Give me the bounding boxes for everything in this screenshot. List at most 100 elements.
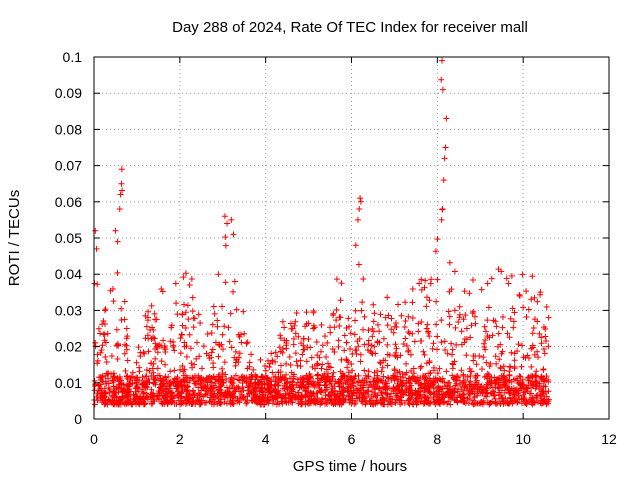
data-point	[354, 338, 361, 345]
data-point	[270, 396, 277, 403]
data-point	[451, 307, 458, 314]
data-point	[152, 345, 159, 352]
data-point	[495, 376, 502, 383]
data-point	[430, 396, 437, 403]
data-point	[520, 389, 527, 396]
data-point	[415, 328, 422, 335]
data-point	[322, 392, 329, 399]
data-point	[468, 368, 475, 375]
data-point	[310, 308, 317, 315]
data-point	[212, 380, 219, 387]
data-point	[340, 399, 347, 406]
data-point	[274, 398, 281, 405]
data-point	[304, 392, 311, 399]
data-point	[121, 341, 128, 348]
data-point	[516, 372, 523, 379]
data-point	[258, 376, 265, 383]
data-point	[537, 384, 544, 391]
data-point	[248, 351, 255, 358]
data-point	[318, 365, 325, 372]
data-point	[175, 381, 182, 388]
data-point	[124, 399, 131, 406]
data-point	[377, 396, 384, 403]
data-point	[195, 390, 202, 397]
data-point	[519, 376, 526, 383]
axis-ticks	[93, 56, 610, 420]
data-point	[222, 233, 229, 240]
data-point	[281, 324, 288, 331]
data-point	[93, 393, 100, 400]
data-point	[384, 341, 391, 348]
data-point	[423, 377, 430, 384]
data-point	[518, 395, 525, 402]
data-point	[307, 389, 314, 396]
data-point	[202, 378, 209, 385]
data-point	[394, 369, 401, 376]
data-point	[354, 216, 361, 223]
data-point	[110, 298, 117, 305]
data-point	[317, 401, 324, 408]
data-point	[403, 369, 410, 376]
data-point	[543, 393, 550, 400]
data-point	[439, 57, 446, 64]
data-point	[310, 325, 317, 332]
data-point	[418, 384, 425, 391]
data-point	[385, 312, 392, 319]
data-point	[365, 327, 372, 334]
data-point	[218, 341, 225, 348]
data-point	[251, 381, 258, 388]
data-point	[495, 384, 502, 391]
data-point	[170, 379, 177, 386]
data-point	[431, 398, 438, 405]
data-point	[162, 346, 169, 353]
data-point	[440, 177, 447, 184]
data-point	[186, 396, 193, 403]
data-point	[275, 379, 282, 386]
data-point	[346, 345, 353, 352]
data-point	[317, 387, 324, 394]
data-point	[434, 333, 441, 340]
data-point	[99, 374, 106, 381]
data-point	[361, 367, 368, 374]
data-point	[513, 386, 520, 393]
data-point	[384, 384, 391, 391]
data-point	[233, 357, 240, 364]
data-point	[480, 354, 487, 361]
data-point	[392, 399, 399, 406]
data-point	[370, 318, 377, 325]
data-point	[321, 382, 328, 389]
data-point	[381, 384, 388, 391]
data-point	[249, 374, 256, 381]
data-point	[188, 276, 195, 283]
data-point	[97, 330, 104, 337]
data-point	[370, 328, 377, 335]
data-point	[218, 396, 225, 403]
data-point	[384, 294, 391, 301]
data-point	[338, 383, 345, 390]
data-point	[219, 365, 226, 372]
data-point	[129, 400, 136, 407]
data-point	[221, 213, 228, 220]
data-point	[455, 319, 462, 326]
data-point	[290, 335, 297, 342]
data-point	[232, 372, 239, 379]
data-point	[151, 310, 158, 317]
data-point	[142, 390, 149, 397]
data-point	[154, 365, 161, 372]
data-point	[393, 345, 400, 352]
data-point	[448, 340, 455, 347]
data-point	[236, 388, 243, 395]
data-point	[523, 313, 530, 320]
data-point	[541, 350, 548, 357]
data-point	[277, 332, 284, 339]
data-point	[345, 359, 352, 366]
data-point	[217, 383, 224, 390]
data-point	[445, 379, 452, 386]
data-point	[150, 326, 157, 333]
data-point	[152, 355, 159, 362]
data-point	[431, 391, 438, 398]
data-point	[249, 397, 256, 404]
data-point	[460, 316, 467, 323]
data-point	[266, 360, 273, 367]
data-point	[324, 375, 331, 382]
